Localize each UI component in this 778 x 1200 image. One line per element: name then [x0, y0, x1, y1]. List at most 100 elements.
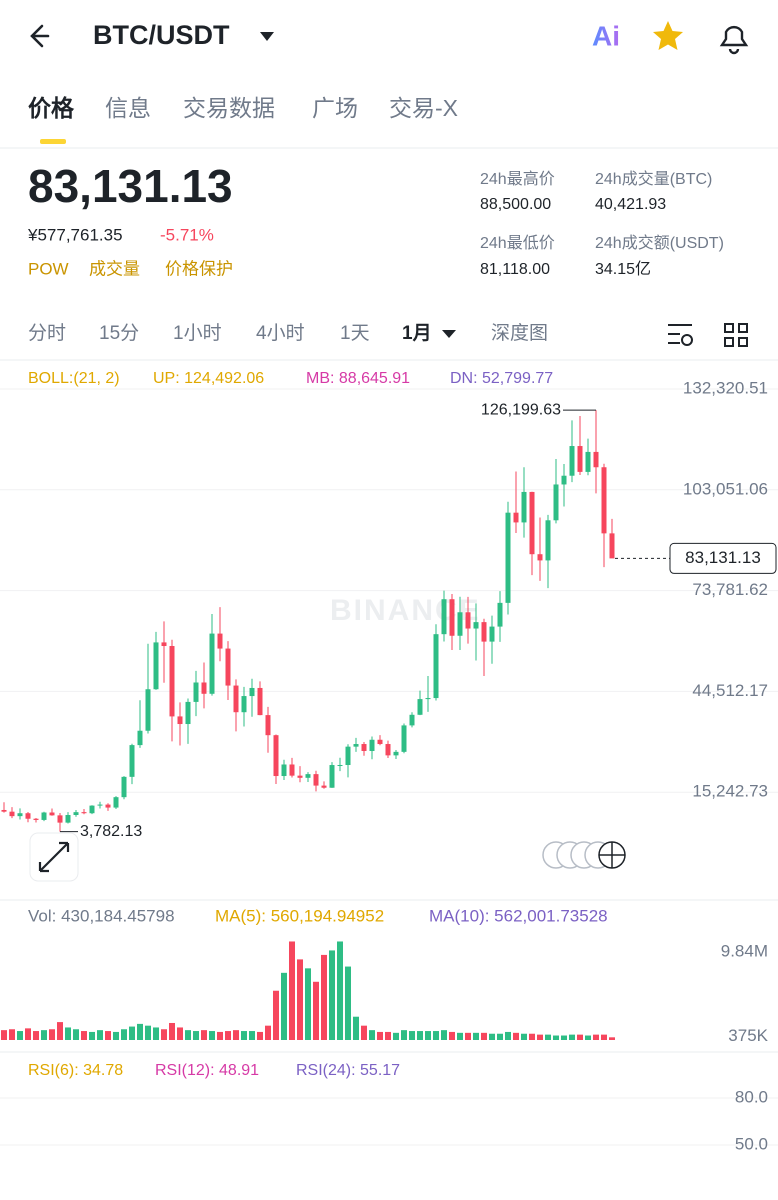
stat-value: 40,421.93 — [595, 196, 666, 213]
y-tick-label: 80.0 — [735, 1088, 768, 1107]
pair-title[interactable]: BTC/USDT — [93, 20, 230, 50]
interval[interactable]: 分时 — [28, 322, 66, 344]
candle-body — [481, 622, 487, 642]
volume-bar — [489, 1033, 495, 1040]
candle-body — [513, 512, 519, 523]
candle-body — [297, 775, 303, 778]
candle-body — [249, 687, 255, 697]
y-tick-label: 103,051.06 — [683, 479, 768, 498]
volume-bar — [521, 1033, 527, 1040]
volume-bar — [473, 1032, 479, 1040]
interval[interactable]: 15分 — [99, 322, 139, 344]
volume-bar — [201, 1030, 207, 1040]
bell-icon[interactable] — [719, 25, 749, 55]
back-button[interactable] — [30, 24, 50, 48]
volume-bar — [561, 1035, 567, 1040]
volume-bar — [577, 1034, 583, 1040]
candle-body — [201, 682, 207, 694]
volume-bar — [513, 1032, 519, 1040]
candle-body — [145, 689, 151, 731]
tab[interactable]: 信息 — [105, 95, 151, 121]
favorite-star[interactable] — [653, 21, 683, 50]
indicator-legend: RSI(6): 34.78 — [28, 1062, 123, 1079]
candle-body — [473, 622, 479, 629]
candle-body — [177, 716, 183, 725]
volume-bar — [33, 1031, 39, 1040]
candle-body — [537, 554, 543, 561]
candle-body — [241, 696, 247, 713]
tab[interactable]: 广场 — [312, 95, 358, 121]
candle-body — [41, 812, 47, 820]
volume-bar — [409, 1031, 415, 1040]
candle-body — [441, 599, 447, 635]
volume-bar — [385, 1031, 391, 1040]
candle-body — [337, 765, 343, 767]
indicator-legend: MB: 88,645.91 — [306, 370, 410, 387]
candle-body — [169, 646, 175, 717]
volume-bar — [321, 954, 327, 1040]
tag[interactable]: 成交量 — [89, 259, 140, 278]
volume-bar — [481, 1032, 487, 1040]
interval[interactable]: 1天 — [340, 323, 370, 344]
tab[interactable]: 价格 — [28, 95, 75, 121]
volume-bar — [353, 1016, 359, 1040]
volume-bar — [585, 1035, 591, 1040]
dropdown-icon[interactable] — [442, 330, 456, 338]
tab[interactable]: 交易数据 — [183, 95, 275, 121]
indicator-legend: DN: 52,799.77 — [450, 370, 553, 387]
tab[interactable]: 交易-X — [389, 95, 458, 121]
candle-body — [593, 451, 599, 468]
y-tick-label: 73,781.62 — [692, 580, 768, 599]
volume-bar — [465, 1032, 471, 1040]
volume-bar — [569, 1034, 575, 1040]
candle-body — [185, 701, 191, 725]
volume-bar — [297, 959, 303, 1040]
volume-bar — [97, 1030, 103, 1040]
tag[interactable]: POW — [28, 259, 69, 278]
candle-body — [449, 599, 455, 636]
volume-bar — [593, 1034, 599, 1040]
candle-body — [265, 715, 271, 736]
indicator-legend: MA(5): 560,194.94952 — [215, 906, 384, 925]
candle-body — [465, 612, 471, 629]
candle-body — [585, 451, 591, 472]
volume-bar — [289, 941, 295, 1040]
candle-body — [121, 776, 127, 798]
interval[interactable]: 4小时 — [256, 322, 305, 344]
tag[interactable]: 价格保护 — [165, 259, 233, 278]
volume-bar — [553, 1035, 559, 1040]
volume-bar — [393, 1032, 399, 1040]
dropdown-icon[interactable] — [260, 32, 274, 41]
indicator-legend: BOLL:(21, 2) — [28, 370, 120, 387]
ai-button[interactable]: Ai — [592, 20, 620, 51]
volume-bar — [137, 1023, 143, 1040]
indicator-legend: Vol: 430,184.45798 — [28, 906, 175, 925]
volume-bar — [161, 1029, 167, 1040]
candle-body — [529, 491, 535, 555]
indicator-settings-icon[interactable] — [668, 324, 693, 346]
volume-bar — [601, 1034, 607, 1040]
interval[interactable]: 深度图 — [491, 322, 548, 344]
globe-buttons[interactable] — [542, 841, 626, 869]
volume-bar — [313, 981, 319, 1040]
candle-body — [193, 682, 199, 702]
volume-bar — [57, 1022, 63, 1040]
candle-body — [57, 815, 63, 823]
candle-body — [601, 467, 607, 534]
interval[interactable]: 1小时 — [173, 322, 222, 344]
volume-bar — [17, 1031, 23, 1040]
candle-body — [353, 744, 359, 747]
candle-body — [393, 751, 399, 756]
tab-indicator — [40, 139, 66, 144]
candle-body — [257, 687, 263, 716]
volume-bar — [153, 1027, 159, 1040]
candle-body — [33, 818, 39, 820]
layout-icon[interactable] — [724, 323, 748, 347]
volume-bar — [89, 1031, 95, 1040]
candle-body — [73, 812, 79, 816]
volume-bar — [305, 968, 311, 1040]
interval-active[interactable]: 1月 — [402, 323, 432, 344]
volume-bar — [457, 1032, 463, 1040]
candle-body — [113, 797, 119, 808]
low-label: 3,782.13 — [80, 823, 142, 840]
